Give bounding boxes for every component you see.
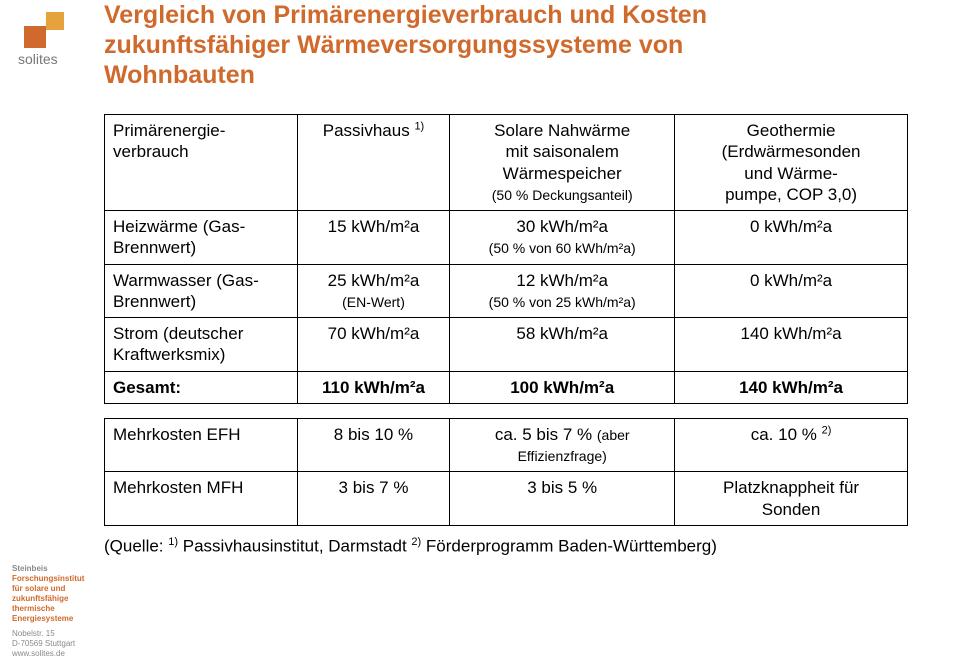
- cell: 0 kWh/m²a: [675, 211, 908, 265]
- row-label-warmwasser: Warmwasser (Gas-Brennwert): [105, 264, 298, 318]
- table-header-row: Primärenergie- verbrauch Passivhaus 1) S…: [105, 115, 908, 211]
- cell: 3 bis 5 %: [450, 472, 675, 526]
- cell: 110 kWh/m²a: [297, 371, 450, 403]
- header-solare-nahwärme: Solare Nahwärme mit saisonalem Wärmespei…: [450, 115, 675, 211]
- cell: Gesamt:: [105, 371, 298, 403]
- table-row: Mehrkosten EFH 8 bis 10 % ca. 5 bis 7 % …: [105, 418, 908, 472]
- title-line-3: Wohnbauten: [104, 60, 707, 90]
- cell: 70 kWh/m²a: [297, 318, 450, 372]
- page-root: solites Vergleich von Primärenergieverbr…: [0, 0, 960, 669]
- cell: 100 kWh/m²a: [450, 371, 675, 403]
- spacer: [104, 526, 908, 536]
- table-row: Warmwasser (Gas-Brennwert) 25 kWh/m²a (E…: [105, 264, 908, 318]
- table-row: Heizwärme (Gas-Brennwert) 15 kWh/m²a 30 …: [105, 211, 908, 265]
- cell: 140 kWh/m²a: [675, 318, 908, 372]
- cell: 30 kWh/m²a (50 % von 60 kWh/m²a): [450, 211, 675, 265]
- title-line-1: Vergleich von Primärenergieverbrauch und…: [104, 0, 707, 30]
- cost-table: Mehrkosten EFH 8 bis 10 % ca. 5 bis 7 % …: [104, 418, 908, 526]
- cell: 25 kWh/m²a (EN-Wert): [297, 264, 450, 318]
- logo: solites: [12, 8, 82, 74]
- cell: 0 kWh/m²a: [675, 264, 908, 318]
- cell: ca. 10 % 2): [675, 418, 908, 472]
- cell: ca. 5 bis 7 % (aber Effizienzfrage): [450, 418, 675, 472]
- footer-address: Steinbeis Forschungsinstitut für solare …: [12, 564, 84, 659]
- row-label-mfh: Mehrkosten MFH: [105, 472, 298, 526]
- header-geothermie: Geothermie (Erdwärmesonden und Wärme- pu…: [675, 115, 908, 211]
- table-row: Mehrkosten MFH 3 bis 7 % 3 bis 5 % Platz…: [105, 472, 908, 526]
- cell: 15 kWh/m²a: [297, 211, 450, 265]
- table-total-row: Gesamt: 110 kWh/m²a 100 kWh/m²a 140 kWh/…: [105, 371, 908, 403]
- slide-title: Vergleich von Primärenergieverbrauch und…: [104, 0, 707, 90]
- source-note: (Quelle: 1) Passivhausinstitut, Darmstad…: [104, 536, 908, 557]
- row-label-strom: Strom (deutscherKraftwerksmix): [105, 318, 298, 372]
- header-primärenergie: Primärenergie- verbrauch: [105, 115, 298, 211]
- table-row: Strom (deutscherKraftwerksmix) 70 kWh/m²…: [105, 318, 908, 372]
- cell: Platzknappheit fürSonden: [675, 472, 908, 526]
- cell: 8 bis 10 %: [297, 418, 450, 472]
- cell: 3 bis 7 %: [297, 472, 450, 526]
- content-area: Primärenergie- verbrauch Passivhaus 1) S…: [104, 114, 908, 556]
- spacer: [104, 404, 908, 418]
- cell: 12 kWh/m²a (50 % von 25 kWh/m²a): [450, 264, 675, 318]
- row-label-efh: Mehrkosten EFH: [105, 418, 298, 472]
- title-line-2: zukunftsfähiger Wärmeversorgungssysteme …: [104, 30, 707, 60]
- cell: 58 kWh/m²a: [450, 318, 675, 372]
- row-label-heizwärme: Heizwärme (Gas-Brennwert): [105, 211, 298, 265]
- cell: 140 kWh/m²a: [675, 371, 908, 403]
- energy-table: Primärenergie- verbrauch Passivhaus 1) S…: [104, 114, 908, 404]
- header-passivhaus: Passivhaus 1): [297, 115, 450, 211]
- svg-text:solites: solites: [18, 51, 58, 67]
